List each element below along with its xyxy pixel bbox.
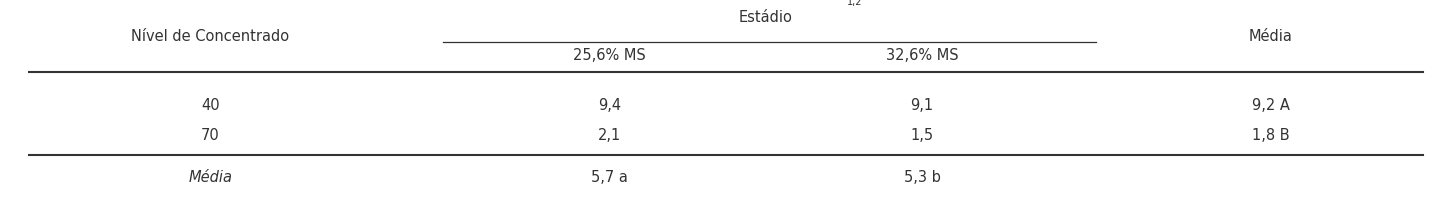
- Text: 40: 40: [202, 97, 219, 112]
- Text: 5,7 a: 5,7 a: [591, 170, 629, 186]
- Text: 5,3 b: 5,3 b: [903, 170, 941, 186]
- Text: Estádio: Estádio: [739, 10, 793, 26]
- Text: 9,1: 9,1: [910, 97, 934, 112]
- Text: Nível de Concentrado: Nível de Concentrado: [132, 29, 289, 44]
- Text: Média: Média: [189, 170, 232, 186]
- Text: 1,2: 1,2: [848, 0, 862, 7]
- Text: 9,4: 9,4: [598, 97, 621, 112]
- Text: 1,8 B: 1,8 B: [1252, 128, 1289, 143]
- Text: 9,2 A: 9,2 A: [1252, 97, 1289, 112]
- Text: 32,6% MS: 32,6% MS: [886, 48, 958, 63]
- Text: 2,1: 2,1: [598, 128, 621, 143]
- Text: 1,5: 1,5: [910, 128, 934, 143]
- Text: Média: Média: [1249, 29, 1292, 44]
- Text: 70: 70: [202, 128, 219, 143]
- Text: 25,6% MS: 25,6% MS: [574, 48, 646, 63]
